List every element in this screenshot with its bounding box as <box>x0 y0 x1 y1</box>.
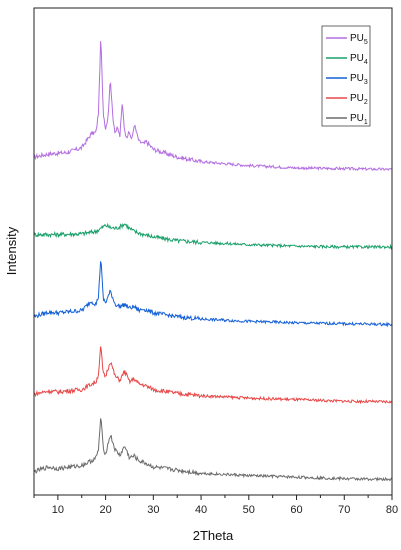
series-line-pu1 <box>33 418 392 482</box>
series-line-pu4 <box>33 222 393 250</box>
x-tick-label: 50 <box>243 504 255 516</box>
legend-box <box>321 25 371 127</box>
x-tick-label: 80 <box>386 504 398 516</box>
legend-label: PU5 <box>350 33 368 46</box>
x-tick-label: 60 <box>290 504 302 516</box>
legend-label: PU4 <box>350 53 368 66</box>
series-line-pu5 <box>33 41 393 172</box>
legend-label: PU2 <box>350 93 368 106</box>
x-tick-label: 40 <box>195 504 207 516</box>
x-axis-ticks: 10 20 30 40 50 60 70 80 <box>33 495 398 516</box>
series-line-pu2 <box>33 346 393 405</box>
x-tick-label: 30 <box>147 504 159 516</box>
x-tick-label: 10 <box>52 504 64 516</box>
legend-label: PU1 <box>350 113 368 126</box>
series-layer <box>33 41 393 482</box>
legend: PU5 PU4 PU3 PU2 PU1 <box>321 25 371 127</box>
plot-frame <box>33 7 393 496</box>
x-tick-label: 20 <box>99 504 111 516</box>
y-axis-title: Intensity <box>4 226 19 275</box>
legend-label: PU3 <box>350 73 368 86</box>
x-tick-label: 70 <box>338 504 350 516</box>
series-line-pu3 <box>33 261 393 328</box>
x-axis-title: 2Theta <box>193 528 234 543</box>
